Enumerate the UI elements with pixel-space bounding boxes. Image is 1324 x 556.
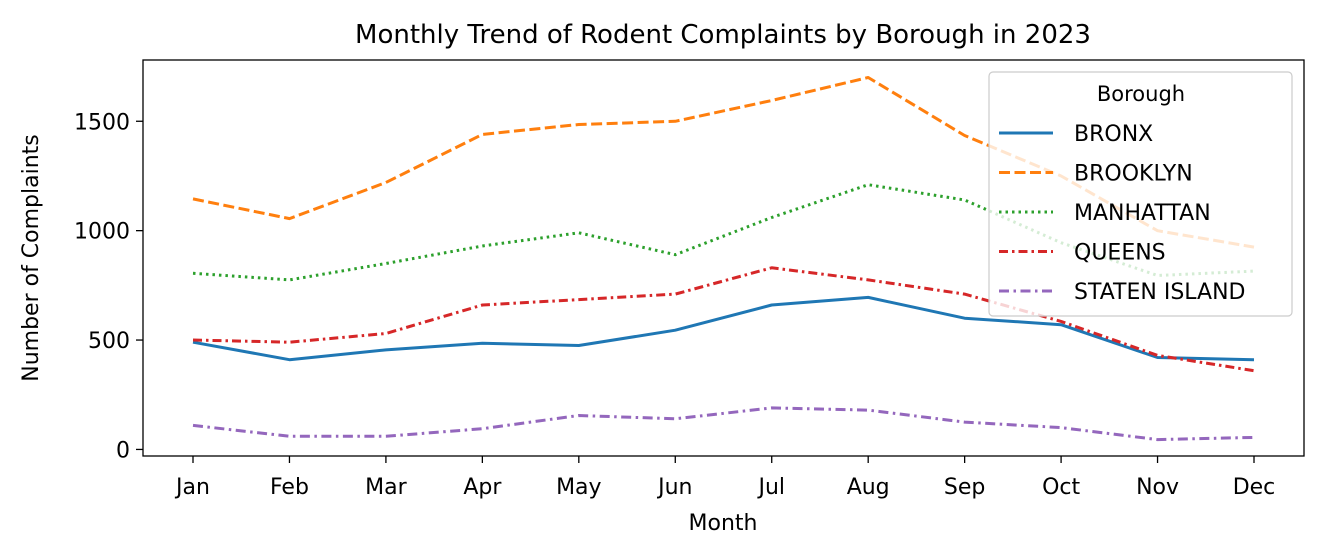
legend: Borough BRONX BROOKLYN MANHATTAN QUEENS STAT… bbox=[988, 71, 1293, 317]
legend-items: BRONX BROOKLYN MANHATTAN QUEENS STATEN ISLAN… bbox=[999, 122, 1246, 305]
y-tick-label: 0 bbox=[116, 438, 130, 463]
legend-item-brooklyn: BROOKLYN bbox=[999, 162, 1193, 187]
legend-box bbox=[988, 71, 1293, 317]
y-tick-label: 1000 bbox=[74, 220, 130, 245]
series-line-staten-island bbox=[192, 406, 1255, 442]
series-lines bbox=[192, 76, 1255, 442]
x-tick-label: Jun bbox=[656, 475, 692, 500]
x-tick-label: Mar bbox=[365, 475, 407, 500]
series-line-queens bbox=[192, 266, 1255, 373]
x-tick-label: Jul bbox=[756, 475, 785, 500]
y-axis-title: Number of Complaints bbox=[19, 134, 44, 382]
x-tick-label: Nov bbox=[1136, 475, 1179, 500]
x-tick-label: Dec bbox=[1233, 475, 1276, 500]
legend-item-manhattan: MANHATTAN bbox=[999, 201, 1211, 226]
x-axis: Jan Feb Mar Apr May Jun Jul Aug Sep Oct Nov Dec bbox=[174, 456, 1275, 500]
legend-label: BRONX bbox=[1074, 122, 1153, 147]
y-tick-label: 1500 bbox=[74, 110, 130, 135]
legend-label: QUEENS bbox=[1074, 241, 1166, 266]
x-axis-title: Month bbox=[689, 511, 758, 536]
x-tick-label: Aug bbox=[847, 475, 890, 500]
x-tick-label: Apr bbox=[463, 475, 502, 500]
legend-label: BROOKLYN bbox=[1074, 162, 1193, 187]
x-tick-label: Feb bbox=[270, 475, 309, 500]
plot-area: Jan Feb Mar Apr May Jun Jul Aug Sep Oct Nov Dec 0 500… bbox=[74, 59, 1305, 500]
x-tick-label: Jan bbox=[174, 475, 210, 500]
series-line-manhattan bbox=[192, 183, 1255, 282]
y-axis: 0 500 1000 1500 bbox=[74, 110, 143, 463]
x-tick-label: Oct bbox=[1042, 475, 1080, 500]
plot-frame bbox=[142, 59, 1305, 457]
legend-item-queens: QUEENS bbox=[999, 241, 1166, 266]
series-line-bronx bbox=[192, 295, 1255, 362]
legend-label: STATEN ISLAND bbox=[1074, 280, 1246, 305]
chart-title: Monthly Trend of Rodent Complaints by Bo… bbox=[355, 20, 1091, 50]
y-tick-label: 500 bbox=[88, 329, 130, 354]
legend-title: Borough bbox=[1097, 82, 1185, 106]
legend-item-bronx: BRONX bbox=[999, 122, 1153, 147]
legend-label: MANHATTAN bbox=[1074, 201, 1211, 226]
x-tick-label: Sep bbox=[944, 475, 985, 500]
x-tick-label: May bbox=[556, 475, 601, 500]
legend-item-staten-island: STATEN ISLAND bbox=[999, 280, 1246, 305]
